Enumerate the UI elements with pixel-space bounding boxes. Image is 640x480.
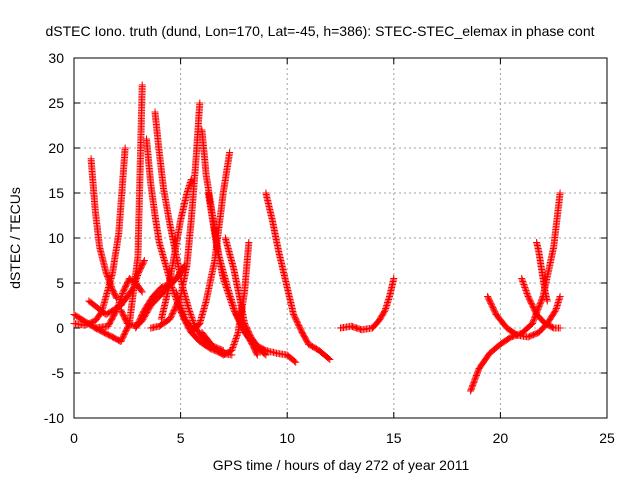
- data-point: [232, 335, 240, 342]
- data-point: [530, 317, 537, 325]
- data-point: [291, 357, 298, 365]
- chart-title: dSTEC Iono. truth (dund, Lon=170, Lat=-4…: [45, 23, 594, 39]
- data-point: [137, 287, 145, 295]
- x-tick-label: 20: [493, 430, 509, 446]
- y-tick-label: 0: [56, 320, 64, 336]
- data-series: [484, 293, 564, 341]
- data-point: [543, 297, 551, 305]
- data-point: [521, 284, 529, 291]
- y-tick-label: 15: [48, 185, 64, 201]
- data-point: [121, 144, 129, 152]
- x-tick-label: 15: [386, 430, 402, 446]
- data-point: [326, 356, 334, 363]
- data-series: [337, 275, 398, 334]
- x-axis-label: GPS time / hours of day 272 of year 2011: [213, 457, 470, 473]
- y-tick-label: 10: [48, 230, 64, 246]
- data-series: [198, 126, 270, 359]
- data-marks: [70, 81, 564, 395]
- data-point: [220, 276, 228, 284]
- y-tick-label: 20: [48, 140, 64, 156]
- data-point: [226, 149, 234, 156]
- x-tick-label: 25: [599, 430, 615, 446]
- data-series: [262, 189, 334, 363]
- data-point: [229, 344, 237, 351]
- data-point: [253, 351, 261, 359]
- data-point: [381, 307, 388, 315]
- data-point: [523, 290, 531, 297]
- data-series: [87, 155, 121, 302]
- data-point: [529, 318, 537, 326]
- data-series: [157, 176, 195, 323]
- ticks: 0 5 10 15 20 25 -10 -5 0 5 10 15 20 25 30: [44, 50, 615, 446]
- data-point: [140, 258, 148, 266]
- data-series: [467, 189, 564, 395]
- data-point: [226, 296, 234, 303]
- data-point: [518, 275, 526, 282]
- data-point: [234, 330, 242, 338]
- data-point: [187, 311, 195, 318]
- data-point: [325, 355, 333, 362]
- data-point: [138, 81, 146, 89]
- x-tick-label: 10: [279, 430, 295, 446]
- data-point: [253, 350, 261, 358]
- data-series: [221, 234, 300, 366]
- data-point: [556, 293, 564, 300]
- data-point: [519, 279, 527, 287]
- data-point: [188, 315, 196, 323]
- data-point: [187, 176, 195, 183]
- data-point: [537, 298, 545, 306]
- data-point: [390, 275, 398, 282]
- data-series: [198, 239, 253, 359]
- data-point: [140, 257, 148, 264]
- data-series: [70, 81, 146, 345]
- data-series: [533, 239, 551, 305]
- y-axis-label: dSTEC / TECUs: [7, 187, 23, 289]
- data-series: [132, 261, 189, 332]
- data-point: [185, 306, 193, 314]
- y-tick-label: 5: [56, 275, 64, 291]
- y-tick-label: 30: [48, 50, 64, 66]
- data-point: [117, 293, 125, 300]
- data-point: [171, 305, 179, 313]
- data-point: [245, 239, 253, 246]
- y-tick-label: 25: [48, 95, 64, 111]
- y-tick-label: -5: [52, 365, 65, 381]
- x-tick-label: 0: [70, 430, 78, 446]
- data-point: [116, 297, 124, 305]
- data-point: [556, 324, 564, 332]
- data-series: [518, 275, 564, 332]
- y-tick-label: -10: [44, 410, 64, 426]
- data-point: [171, 304, 179, 312]
- data-point: [230, 339, 238, 347]
- data-point: [551, 307, 559, 315]
- data-point: [114, 302, 122, 309]
- data-point: [196, 99, 204, 107]
- data-point: [556, 189, 564, 197]
- data-point: [138, 288, 146, 296]
- x-tick-label: 5: [177, 430, 185, 446]
- data-point: [105, 275, 113, 283]
- data-point: [292, 358, 300, 366]
